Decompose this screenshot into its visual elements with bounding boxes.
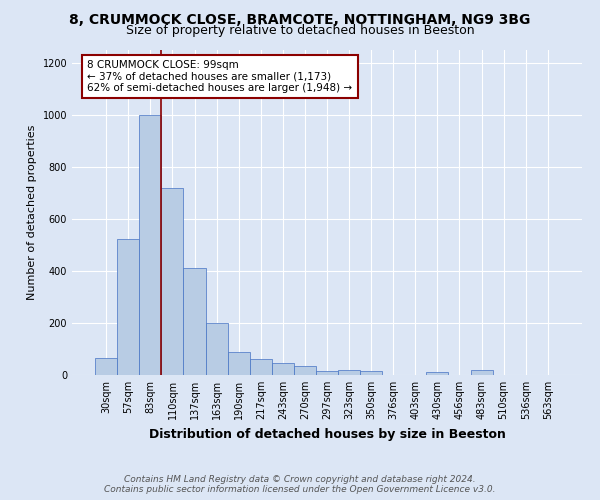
Bar (139, 115, 161, 375)
Bar (161, 188, 184, 375)
Bar (427, 372, 448, 375)
Bar (360, 371, 382, 375)
X-axis label: Distribution of detached houses by size in Beeston: Distribution of detached houses by size … (149, 428, 505, 440)
Bar (95, 358, 117, 375)
Bar (470, 370, 493, 375)
Y-axis label: Number of detached properties: Number of detached properties (27, 125, 37, 300)
Text: 8, CRUMMOCK CLOSE, BRAMCOTE, NOTTINGHAM, NG9 3BG: 8, CRUMMOCK CLOSE, BRAMCOTE, NOTTINGHAM,… (70, 12, 530, 26)
Bar (184, 268, 206, 375)
Bar (272, 364, 294, 375)
Bar (117, 238, 139, 375)
Bar (206, 323, 227, 375)
Bar (316, 371, 338, 375)
Bar (338, 370, 360, 375)
Bar (250, 360, 272, 375)
Text: Contains HM Land Registry data © Crown copyright and database right 2024.
Contai: Contains HM Land Registry data © Crown c… (104, 474, 496, 494)
Text: 8 CRUMMOCK CLOSE: 99sqm
← 37% of detached houses are smaller (1,173)
62% of semi: 8 CRUMMOCK CLOSE: 99sqm ← 37% of detache… (88, 60, 352, 93)
Bar (294, 366, 316, 375)
Text: Size of property relative to detached houses in Beeston: Size of property relative to detached ho… (125, 24, 475, 37)
Bar (227, 352, 250, 375)
